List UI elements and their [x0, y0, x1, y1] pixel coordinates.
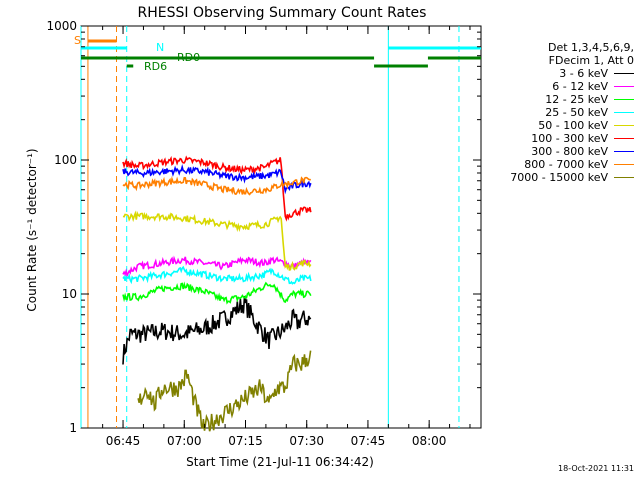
- legend-label: 800 - 7000 keV: [524, 158, 608, 171]
- y-tick-label: 10: [62, 287, 77, 301]
- saa-flag-label: S: [74, 34, 81, 47]
- legend-item: 800 - 7000 keV: [484, 158, 634, 171]
- y-tick-label: 1000: [46, 19, 77, 33]
- x-tick-label: 07:00: [167, 434, 202, 448]
- y-tick-label: 1: [69, 421, 77, 435]
- x-tick-label: 06:45: [106, 434, 141, 448]
- legend-label: 7000 - 15000 keV: [510, 171, 608, 184]
- series-layer: [122, 155, 312, 432]
- legend-item: 6 - 12 keV: [484, 80, 634, 93]
- legend-item: 3 - 6 keV: [484, 67, 634, 80]
- legend-swatch: [614, 73, 634, 74]
- night-flag-label: N: [156, 41, 164, 54]
- series-line-800-7000-keV: [122, 176, 311, 196]
- legend: Det 1,3,4,5,6,9, FDecim 1, Att 0 3 - 6 k…: [484, 41, 634, 184]
- x-tick-label: 07:30: [289, 434, 324, 448]
- x-tick-label: 07:45: [351, 434, 386, 448]
- legend-item: 25 - 50 keV: [484, 106, 634, 119]
- series-line-3-6-keV: [122, 295, 312, 365]
- x-tick-label: 08:00: [412, 434, 447, 448]
- legend-label: 50 - 100 keV: [538, 119, 608, 132]
- legend-label: 12 - 25 keV: [545, 93, 608, 106]
- series-line-25-50-keV: [122, 265, 312, 285]
- chart-title: RHESSI Observing Summary Count Rates: [138, 5, 427, 21]
- y-tick-label: 100: [54, 153, 77, 167]
- series-line-7000-15000-keV: [137, 350, 312, 432]
- series-line-300-800-keV: [122, 164, 312, 195]
- series-line-100-300-keV: [122, 155, 312, 222]
- legend-header-1: Det 1,3,4,5,6,9,: [547, 41, 634, 54]
- rd6-flag-label: RD6: [144, 60, 167, 73]
- legend-label: 300 - 800 keV: [531, 145, 608, 158]
- legend-header-2: FDecim 1, Att 0: [548, 54, 634, 67]
- flags-layer: S N RD0 RD6: [74, 26, 481, 428]
- axes-layer: 1 10 100 1000 06:45 07:00 07:15 07:30 07:45 08:00: [46, 19, 481, 448]
- timestamp-footnote: 18-Oct-2021 11:31: [558, 464, 634, 473]
- legend-label: 25 - 50 keV: [545, 106, 608, 119]
- series-line-6-12-keV: [122, 255, 312, 279]
- legend-swatch: [614, 177, 634, 178]
- legend-swatch: [614, 151, 634, 152]
- legend-item: 7000 - 15000 keV: [484, 171, 634, 184]
- legend-swatch: [614, 138, 634, 139]
- x-axis-label: Start Time (21-Jul-11 06:34:42): [186, 455, 374, 469]
- series-line-50-100-keV: [122, 210, 312, 271]
- legend-swatch: [614, 99, 634, 100]
- legend-swatch: [614, 112, 634, 113]
- series-line-12-25-keV: [122, 281, 312, 305]
- y-axis-label: Count Rate (s⁻¹ detector⁻¹): [25, 148, 39, 311]
- legend-swatch: [614, 164, 634, 165]
- legend-label: 3 - 6 keV: [559, 67, 608, 80]
- legend-item: 12 - 25 keV: [484, 93, 634, 106]
- legend-item: 100 - 300 keV: [484, 132, 634, 145]
- legend-swatch: [614, 86, 634, 87]
- legend-label: 6 - 12 keV: [552, 80, 608, 93]
- legend-swatch: [614, 125, 634, 126]
- plot-frame: [80, 25, 482, 429]
- x-tick-label: 07:15: [228, 434, 263, 448]
- legend-item: 50 - 100 keV: [484, 119, 634, 132]
- legend-item: 300 - 800 keV: [484, 145, 634, 158]
- legend-label: 100 - 300 keV: [531, 132, 608, 145]
- rd0-flag-label: RD0: [177, 51, 200, 64]
